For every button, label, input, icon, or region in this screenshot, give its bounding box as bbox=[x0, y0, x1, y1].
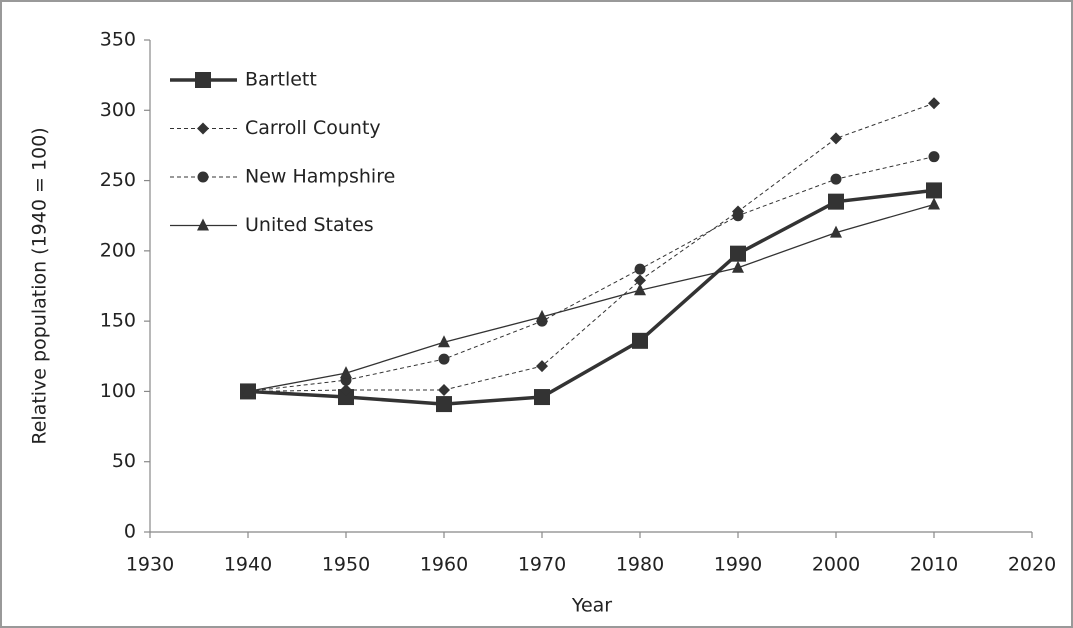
series-line bbox=[247, 203, 935, 393]
x-tick-label: 1980 bbox=[616, 554, 664, 576]
x-tick-label: 1970 bbox=[518, 554, 566, 576]
data-point bbox=[828, 193, 844, 210]
data-point bbox=[634, 283, 646, 296]
legend-marker bbox=[195, 72, 211, 88]
data-point bbox=[338, 389, 354, 406]
data-point bbox=[928, 197, 940, 210]
x-tick-label: 2010 bbox=[910, 554, 958, 576]
data-point bbox=[438, 384, 450, 397]
legend-marker bbox=[197, 122, 209, 135]
x-axis-label: Year bbox=[571, 595, 612, 617]
data-point bbox=[634, 274, 646, 287]
y-tick-label: 350 bbox=[100, 29, 136, 51]
data-point bbox=[436, 396, 452, 413]
x-tick-label: 2020 bbox=[1008, 554, 1056, 576]
data-point bbox=[926, 182, 942, 199]
data-point bbox=[534, 389, 550, 406]
data-point bbox=[340, 366, 352, 379]
data-point bbox=[928, 151, 940, 163]
series-line bbox=[247, 102, 935, 392]
data-point bbox=[830, 132, 842, 145]
data-point bbox=[634, 263, 646, 275]
data-point bbox=[830, 173, 842, 185]
legend-label: Carroll County bbox=[245, 117, 381, 139]
y-tick-label: 150 bbox=[100, 310, 136, 332]
x-tick-label: 1950 bbox=[322, 554, 370, 576]
x-tick-label: 1990 bbox=[714, 554, 762, 576]
data-point bbox=[438, 353, 450, 365]
y-tick-label: 100 bbox=[100, 380, 136, 402]
data-point bbox=[732, 260, 744, 273]
x-tick-label: 1930 bbox=[126, 554, 174, 576]
data-point bbox=[536, 309, 548, 322]
data-point bbox=[732, 210, 744, 222]
data-point bbox=[438, 335, 450, 348]
data-point bbox=[632, 332, 648, 349]
y-tick-label: 250 bbox=[100, 169, 136, 191]
x-tick-label: 2000 bbox=[812, 554, 860, 576]
legend-marker bbox=[197, 171, 209, 183]
data-point bbox=[928, 97, 940, 110]
data-point bbox=[536, 360, 548, 373]
y-tick-label: 200 bbox=[100, 239, 136, 261]
y-tick-label: 0 bbox=[124, 521, 136, 543]
legend-marker bbox=[197, 218, 209, 231]
y-tick-label: 50 bbox=[112, 450, 136, 472]
legend-label: New Hampshire bbox=[245, 166, 395, 188]
data-point bbox=[340, 384, 352, 397]
series-line bbox=[247, 188, 935, 406]
y-axis-label: Relative population (1940 = 100) bbox=[29, 127, 51, 444]
x-tick-label: 1960 bbox=[420, 554, 468, 576]
y-tick-label: 300 bbox=[100, 99, 136, 121]
data-point bbox=[830, 225, 842, 238]
x-tick-label: 1940 bbox=[224, 554, 272, 576]
data-point bbox=[242, 384, 254, 397]
data-point bbox=[730, 245, 746, 262]
series-line bbox=[247, 156, 935, 392]
legend-label: Bartlett bbox=[245, 69, 317, 91]
legend-label: United States bbox=[245, 214, 374, 236]
